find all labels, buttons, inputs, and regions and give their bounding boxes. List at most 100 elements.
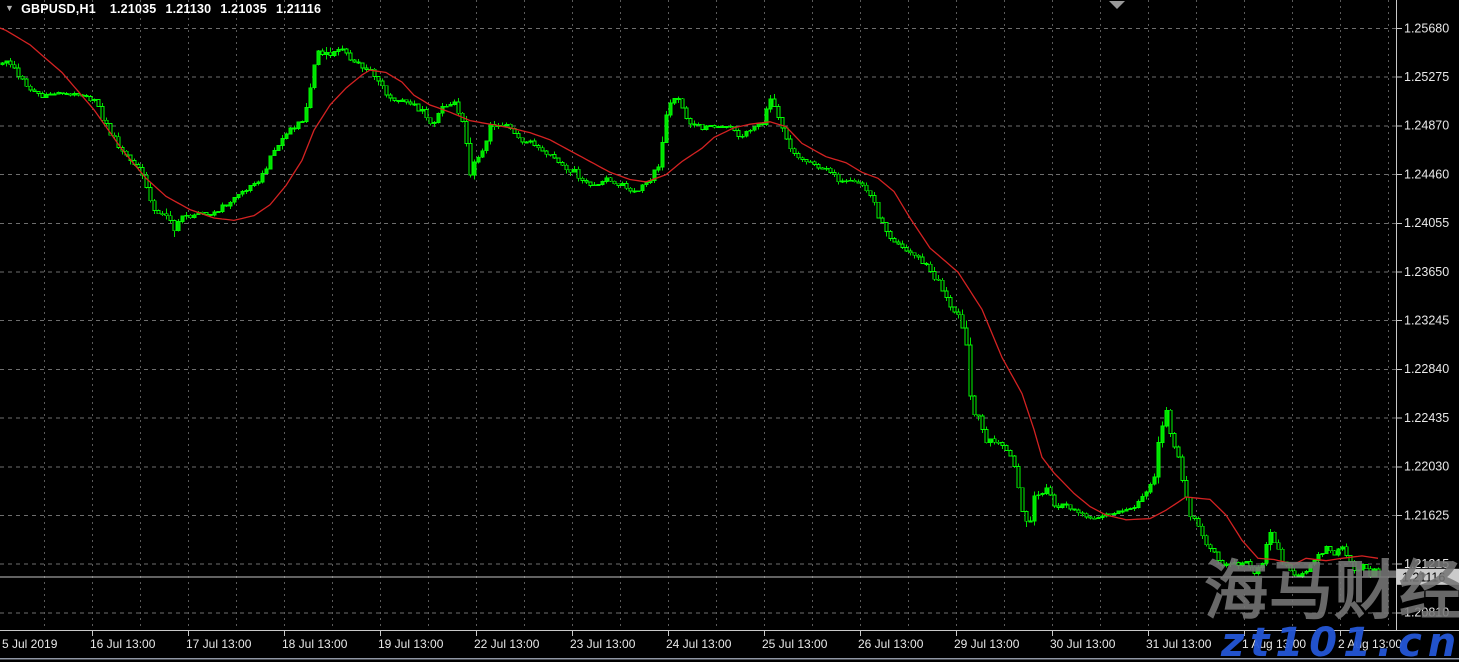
candle-bear xyxy=(616,183,621,186)
candle-bear xyxy=(888,231,893,239)
candle-bull xyxy=(324,51,329,55)
candle-bull xyxy=(216,211,221,214)
candle-bear xyxy=(1004,445,1009,451)
candle-bear xyxy=(556,157,561,163)
candle-bull xyxy=(752,126,757,131)
candle-bear xyxy=(720,125,725,128)
candle-bear xyxy=(872,195,877,203)
candle-bear xyxy=(1328,546,1333,552)
price-axis[interactable]: 1.25680 1.25275 1.24870 1.24460 1.24055 1.236… xyxy=(1396,21,1459,620)
candle-bear xyxy=(404,99,409,103)
candle-bear xyxy=(1080,512,1085,515)
candle-bear xyxy=(632,190,637,193)
candle-bear xyxy=(456,101,461,114)
current-price-badge-text: 1.21116 xyxy=(1402,570,1445,584)
candle-bull xyxy=(1120,510,1125,513)
candle-bear xyxy=(1024,511,1029,522)
candle-bear xyxy=(884,222,889,232)
close-value: 1.21116 xyxy=(275,2,322,16)
candle-bull xyxy=(744,130,749,137)
candle-bear xyxy=(904,247,909,252)
candle-bull xyxy=(656,166,661,171)
candle-bull xyxy=(252,183,257,186)
candle-bear xyxy=(428,117,433,125)
candle-bear xyxy=(164,213,169,217)
candle-bear xyxy=(900,243,905,248)
chart-shift-marker[interactable] xyxy=(1109,1,1125,9)
candle-bear xyxy=(820,167,825,170)
candle-bear xyxy=(1344,546,1349,557)
candle-bull xyxy=(260,173,265,183)
candle-bear xyxy=(932,271,937,280)
candle-bear xyxy=(836,173,841,183)
candle-bull xyxy=(840,180,845,183)
candle-bear xyxy=(928,263,933,272)
candle-bear xyxy=(1008,450,1013,457)
candle-bull xyxy=(1264,544,1269,564)
time-axis-label: 29 Jul 13:00 xyxy=(954,637,1020,651)
candle-bull xyxy=(988,438,993,444)
candle-bear xyxy=(1220,560,1225,566)
candle-bear xyxy=(416,103,421,112)
candle-bear xyxy=(544,150,549,155)
candle-bear xyxy=(408,101,413,105)
candle-bear xyxy=(960,314,965,329)
time-axis-label: 17 Jul 13:00 xyxy=(186,637,252,651)
candle-bear xyxy=(892,237,897,243)
open-value: 1.21035 xyxy=(109,2,157,16)
candle-bear xyxy=(1376,568,1381,578)
price-axis-label: 1.21215 xyxy=(1404,557,1449,571)
candle-bear xyxy=(412,103,417,106)
candle-bull xyxy=(1240,562,1245,566)
candle-bear xyxy=(684,107,689,119)
candle-bear xyxy=(1168,409,1173,434)
candle-bull xyxy=(240,191,245,195)
candle-bear xyxy=(788,138,793,150)
candle-bear xyxy=(384,85,389,96)
candle-bear xyxy=(16,67,21,77)
candle-bull xyxy=(44,94,49,98)
candle-bear xyxy=(392,97,397,101)
candle-bear xyxy=(700,123,705,130)
candle-bear xyxy=(320,50,325,55)
candle-bull xyxy=(696,123,701,126)
candle-bull xyxy=(716,125,721,128)
candle-bear xyxy=(520,137,525,143)
candle-bull xyxy=(472,161,477,176)
candle-bull xyxy=(636,190,641,193)
price-axis-label: 1.23650 xyxy=(1404,265,1449,279)
candle-bear xyxy=(712,125,717,128)
candle-bear xyxy=(856,181,861,184)
candle-bull xyxy=(1312,559,1317,565)
candle-bull xyxy=(1096,517,1101,519)
candle-bear xyxy=(812,161,817,165)
candle-bull xyxy=(704,125,709,130)
candle-bull xyxy=(1268,531,1273,545)
time-axis-label: 5 Jul 2019 xyxy=(2,637,58,651)
candle-bear xyxy=(524,141,529,144)
candle-bear xyxy=(552,154,557,159)
candle-bull xyxy=(444,105,449,108)
candle-bear xyxy=(736,129,741,137)
candle-bear xyxy=(52,93,57,96)
candle-bear xyxy=(1064,503,1069,506)
symbol-dropdown-icon[interactable]: ▼ xyxy=(5,3,15,13)
candle-bull xyxy=(436,112,441,123)
candle-bear xyxy=(372,68,377,77)
candle-bear xyxy=(1092,517,1097,520)
candle-bear xyxy=(28,85,33,91)
time-axis-label: 30 Jul 13:00 xyxy=(1050,637,1116,651)
candle-bull xyxy=(244,190,249,193)
candle-bear xyxy=(588,181,593,186)
candle-bear xyxy=(144,174,149,188)
candle-bear xyxy=(560,162,565,166)
candle-bull xyxy=(1152,476,1157,485)
candle-bear xyxy=(148,186,153,202)
candle-bear xyxy=(1072,508,1077,511)
candle-bull xyxy=(528,140,533,143)
time-axis[interactable]: 5 Jul 2019 16 Jul 13:00 17 Jul 13:00 18 Jul… xyxy=(2,631,1402,651)
candle-bull xyxy=(1156,442,1161,478)
candle-bull xyxy=(748,129,753,132)
candle-bull xyxy=(1028,520,1033,523)
